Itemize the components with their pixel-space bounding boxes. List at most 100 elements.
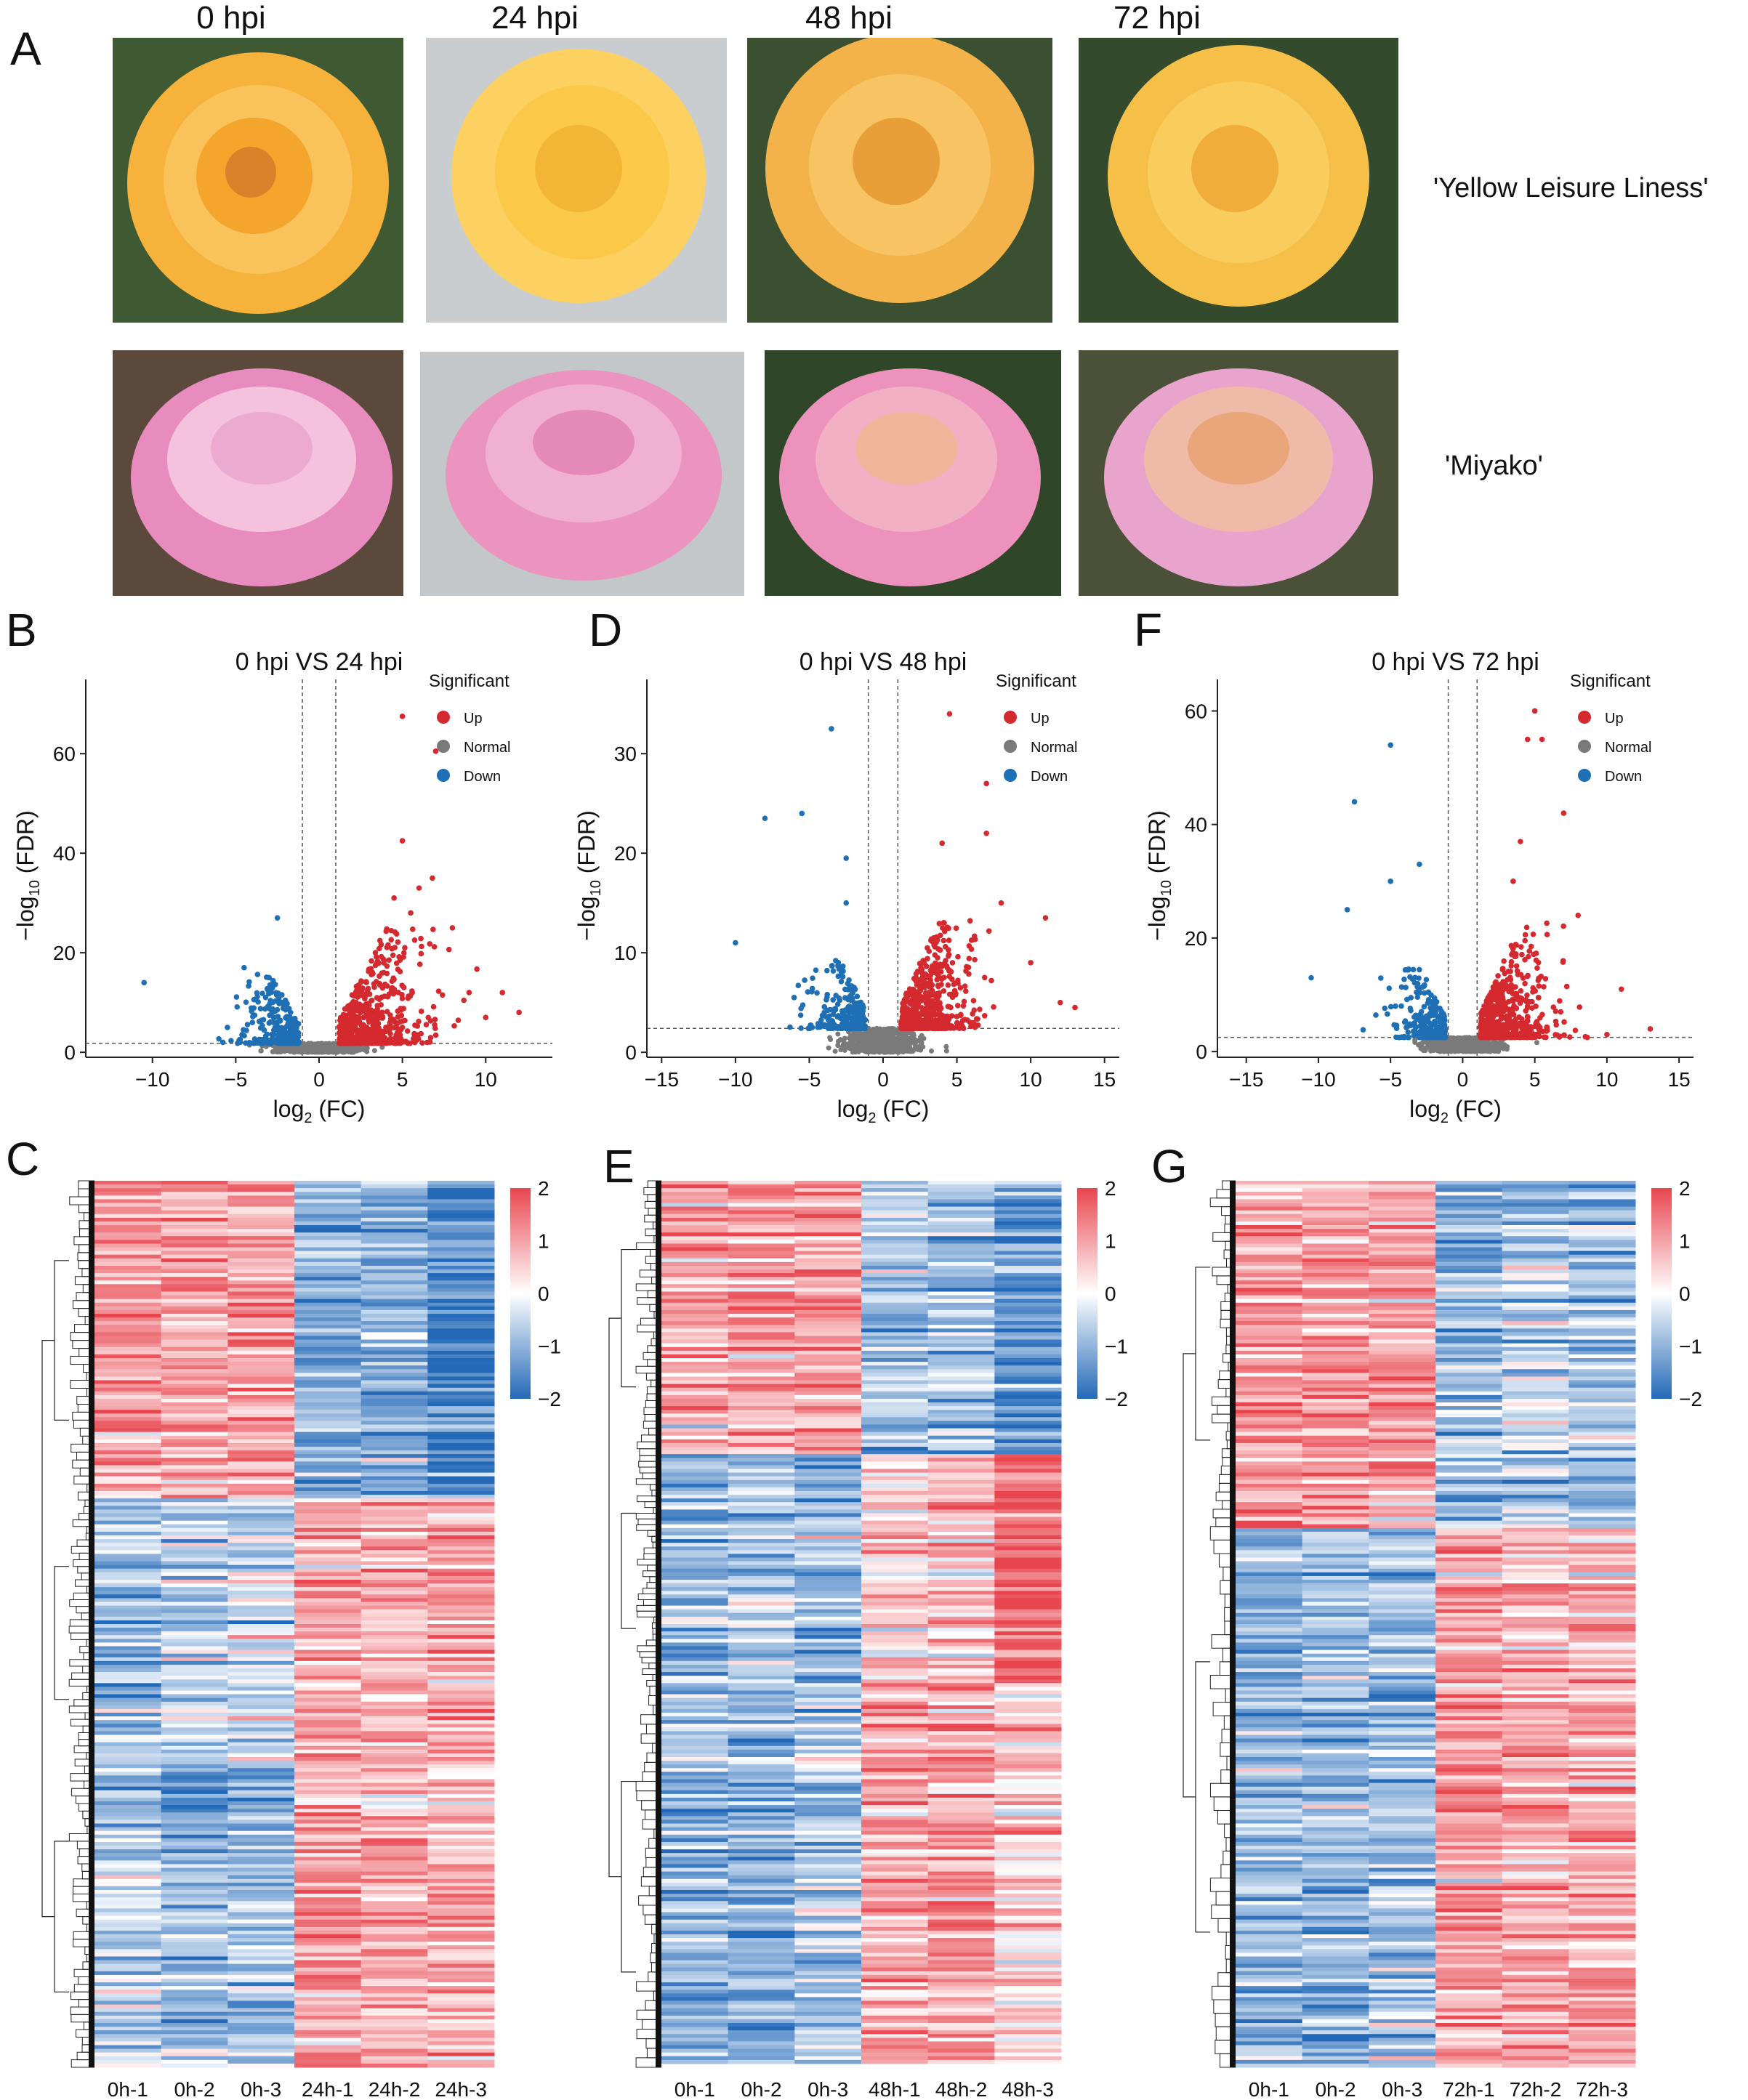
up-point [393, 931, 400, 937]
up-point [949, 960, 956, 966]
up-point [455, 1017, 462, 1023]
normal-point [1438, 1042, 1444, 1048]
up-point [430, 875, 435, 881]
up-point [346, 1022, 353, 1027]
normal-point [871, 1035, 877, 1041]
y-axis-label: −log10 (FDR) [12, 810, 43, 941]
up-point [354, 1035, 361, 1041]
up-point [932, 944, 938, 950]
down-point [285, 1033, 291, 1040]
up-point [931, 969, 938, 976]
down-point [846, 977, 852, 983]
down-point [286, 1040, 292, 1046]
up-point [948, 1004, 954, 1011]
up-point [935, 983, 941, 990]
down-point [271, 1038, 277, 1045]
normal-point [898, 1031, 904, 1037]
up-point [1518, 988, 1524, 994]
up-point [392, 1039, 398, 1046]
normal-point [835, 1043, 841, 1049]
up-point [374, 958, 381, 964]
normal-point [828, 1036, 834, 1042]
up-point [400, 950, 407, 956]
legend-label-normal: Normal [464, 740, 510, 756]
normal-point [1428, 1047, 1434, 1053]
up-point [363, 1001, 369, 1007]
up-point [432, 1032, 439, 1038]
photo-yellow-48hpi [747, 38, 1052, 323]
down-point [835, 959, 842, 966]
legend-label-up: Up [464, 711, 483, 727]
timepoint-label-0: 0 hpi [196, 0, 266, 36]
up-point [1550, 1004, 1557, 1010]
down-point [262, 1006, 268, 1012]
normal-point [1465, 1038, 1471, 1043]
up-point [941, 988, 947, 994]
up-point [970, 998, 977, 1003]
up-point [416, 961, 423, 967]
up-point [1500, 979, 1506, 985]
normal-point [919, 1040, 925, 1046]
down-point [833, 1025, 839, 1031]
up-point [418, 1030, 424, 1037]
up-point [399, 982, 405, 988]
up-point [1494, 993, 1500, 998]
up-point [1494, 983, 1500, 990]
normal-point [299, 1049, 305, 1054]
down-point [293, 1040, 299, 1046]
down-point [1398, 1003, 1404, 1009]
normal-point [1418, 1046, 1424, 1051]
photo-yellow-0hpi [113, 38, 403, 323]
up-point [1542, 976, 1549, 982]
normal-point [1457, 1043, 1463, 1049]
up-point [1505, 998, 1512, 1005]
down-point [854, 993, 861, 1000]
up-point [966, 943, 972, 949]
up-point [955, 953, 961, 960]
down-point [256, 1038, 262, 1044]
x-tick-label: 15 [1093, 1068, 1116, 1091]
up-point [958, 1011, 964, 1018]
up-point [919, 1004, 925, 1011]
x-tick-label: 0 [1457, 1068, 1469, 1091]
panel-letter-e: E [603, 1140, 635, 1192]
normal-point [314, 1046, 320, 1052]
up-point [398, 1006, 403, 1011]
down-point [249, 1008, 254, 1014]
down-point [823, 967, 830, 974]
up-point [341, 1012, 347, 1018]
x-tick-label: −10 [718, 1068, 753, 1091]
up-point [923, 972, 930, 978]
up-point [337, 1017, 343, 1024]
up-point [946, 968, 952, 974]
down-point [733, 940, 738, 946]
up-point [375, 1041, 382, 1046]
down-point [284, 1001, 290, 1006]
normal-point [844, 1045, 850, 1051]
up-point [1489, 997, 1495, 1003]
up-point [431, 944, 438, 950]
up-point [929, 982, 935, 988]
normal-point [1462, 1046, 1467, 1051]
normal-point [928, 1048, 934, 1054]
up-point [1028, 960, 1034, 966]
down-point [795, 982, 802, 989]
up-point [942, 1020, 948, 1027]
normal-point [1447, 1046, 1453, 1052]
y-tick-label: 20 [614, 842, 637, 865]
up-point [913, 997, 919, 1003]
legend-label-down: Down [464, 769, 501, 785]
up-point [972, 956, 978, 963]
timepoint-label-24: 24 hpi [491, 0, 579, 36]
down-point [842, 995, 848, 1001]
up-point [943, 963, 950, 969]
up-point [384, 926, 390, 932]
photo-miyako-24hpi [420, 352, 744, 596]
cultivar-label-miyako: 'Miyako' [1445, 451, 1543, 481]
up-point [409, 988, 415, 994]
down-point [856, 1025, 862, 1030]
normal-point [1482, 1042, 1488, 1048]
up-point [983, 830, 989, 836]
up-point [1533, 950, 1539, 956]
photo-yellow-24hpi [426, 38, 727, 323]
